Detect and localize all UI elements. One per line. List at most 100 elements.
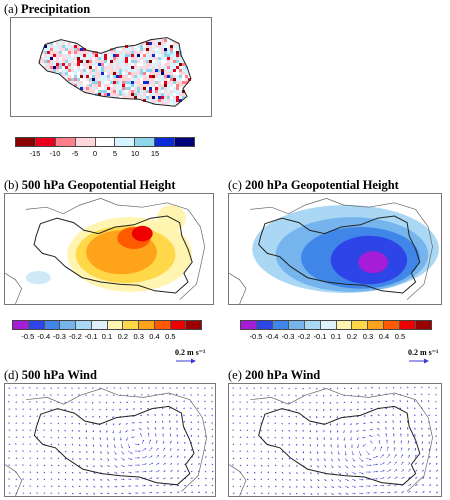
precip-cell — [122, 54, 125, 57]
precip-cell — [155, 57, 158, 60]
precip-cell — [161, 87, 164, 90]
wind-vector-head — [93, 458, 95, 461]
wind-vector-head — [232, 429, 234, 431]
wind-vector-head — [50, 415, 52, 417]
wind-vector-head — [164, 470, 166, 472]
wind-vector-head — [85, 423, 87, 426]
wind-vector-head — [362, 429, 365, 432]
wind-vector-head — [119, 431, 121, 434]
wind-vector-head — [323, 395, 325, 397]
wind-vector-head — [162, 387, 164, 389]
wind-vector-head — [164, 463, 166, 465]
precip-cell — [80, 81, 83, 84]
wind-vector-head — [211, 463, 213, 466]
precip-cell — [134, 96, 137, 99]
colorbar-tick-label: -0.4 — [37, 332, 51, 341]
precip-cell — [47, 60, 50, 63]
precip-cell — [134, 84, 137, 87]
precip-cell — [41, 54, 44, 57]
precip-cell — [95, 84, 98, 87]
colorbar-labels: -0.5 -0.4 -0.3 -0.2 -0.1 0.1 0.2 0.3 0.4 0.5 — [240, 330, 432, 342]
precip-cell — [149, 99, 152, 102]
precip-cell — [53, 57, 56, 60]
wind-vector-head — [309, 430, 311, 433]
precip-cell — [110, 63, 113, 66]
gph200-map — [228, 193, 442, 305]
wind-vector-head — [267, 415, 269, 418]
wind-vector-head — [22, 485, 25, 487]
precip-cell — [146, 81, 149, 84]
precip-cell — [77, 45, 80, 48]
wind-vector-head — [50, 429, 52, 431]
precip-cell — [161, 39, 164, 42]
wind-vector-head — [43, 457, 45, 459]
precip-cell — [173, 84, 176, 87]
precip-cell — [128, 78, 131, 81]
precip-cell — [128, 48, 131, 51]
precip-cell — [146, 75, 149, 78]
precip-cell — [68, 63, 71, 66]
colorbar-swatch — [44, 321, 61, 329]
wind-vector-head — [407, 386, 409, 389]
precip-cell — [80, 54, 83, 57]
wind-vector-head — [71, 464, 74, 467]
wind-vector-head — [177, 448, 179, 451]
wind-vector-head — [274, 387, 276, 390]
wind-vector-head — [85, 394, 87, 396]
precip-cell — [122, 72, 125, 75]
precip-cell — [134, 93, 137, 96]
wind-vector-head — [204, 400, 206, 403]
precip-cell — [170, 93, 173, 96]
wind-vector-head — [29, 457, 31, 459]
precip-cell — [92, 90, 95, 93]
colorbar-swatch — [76, 321, 92, 329]
precip-cell — [137, 45, 140, 48]
wind-vector-head — [197, 449, 200, 452]
precip-cell — [134, 72, 137, 75]
wind-vector-head — [260, 478, 262, 480]
wind-vector-head — [428, 393, 430, 396]
precip-cell — [155, 51, 158, 54]
precip-cell — [143, 84, 146, 87]
wind-vector-head — [414, 414, 416, 416]
wind-vector-head — [239, 478, 241, 480]
wind-vector-head — [15, 436, 18, 438]
precip-cell — [152, 48, 155, 51]
wind-vector-head — [295, 401, 297, 404]
wind-vector-head — [369, 435, 371, 437]
precip-cell — [152, 81, 155, 84]
wind-vector-head — [198, 463, 200, 465]
wind-vector-head — [232, 450, 234, 452]
precip-cell — [164, 48, 167, 51]
precip-cell — [77, 60, 80, 63]
wind-vector-head — [112, 416, 114, 418]
wind-vector-head — [161, 413, 164, 416]
precip-cell — [140, 78, 143, 81]
wind-vector-head — [344, 446, 347, 448]
wind-vector-head — [64, 436, 66, 439]
precip-cell — [95, 69, 98, 72]
wind-vector-head — [232, 401, 234, 403]
wind-vector-head — [281, 394, 283, 396]
precip-cell — [116, 51, 119, 54]
wind-vector-head — [36, 387, 38, 389]
wind-vector-head — [274, 450, 276, 453]
precip-cell — [113, 51, 116, 54]
wind-vector-head — [119, 401, 122, 403]
precip-cell — [161, 78, 164, 81]
wind-vector-head — [377, 401, 380, 403]
wind-vector-head — [399, 400, 402, 402]
wind-vector-head — [197, 428, 199, 431]
precip-cell — [80, 72, 83, 75]
wind-vector-head — [121, 446, 123, 449]
precip-cell — [56, 69, 59, 72]
precip-cell — [83, 84, 86, 87]
wind-vector-head — [43, 415, 45, 417]
precip-cell — [155, 63, 158, 66]
country-border — [5, 272, 22, 304]
precip-cell — [131, 72, 134, 75]
precip-cell — [158, 69, 161, 72]
wind-vector-head — [99, 445, 102, 447]
precip-cell — [125, 66, 128, 69]
wind-vector-head — [295, 430, 297, 432]
